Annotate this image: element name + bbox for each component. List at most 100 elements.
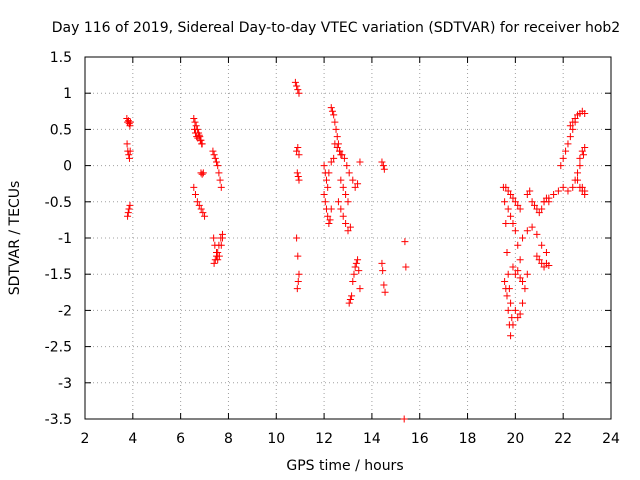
axis-ticks <box>84 56 612 420</box>
data-point <box>196 136 204 144</box>
data-point <box>345 299 353 307</box>
data-point <box>322 176 330 184</box>
data-point <box>557 162 565 170</box>
data-point <box>511 227 519 235</box>
data-point <box>124 209 132 217</box>
data-point <box>325 220 333 228</box>
x-tick-label: 6 <box>176 431 185 447</box>
data-point <box>214 248 222 256</box>
data-point <box>293 82 301 90</box>
data-point <box>505 321 513 329</box>
x-tick-label: 24 <box>602 431 620 447</box>
data-point <box>511 198 519 206</box>
y-tick-label: -1.5 <box>45 267 72 283</box>
data-point <box>533 230 541 238</box>
x-tick-label: 8 <box>224 431 233 447</box>
data-point <box>333 133 341 141</box>
data-point <box>126 118 134 126</box>
data-point <box>123 140 131 148</box>
data-point <box>293 234 301 242</box>
data-point <box>504 270 512 278</box>
data-point <box>210 259 218 267</box>
plot-frame <box>84 56 612 420</box>
data-point <box>542 248 550 256</box>
data-point <box>571 176 579 184</box>
data-point <box>218 230 226 238</box>
data-point <box>345 169 353 177</box>
data-point <box>504 205 512 213</box>
data-point <box>340 154 348 162</box>
data-point <box>126 147 134 155</box>
data-point <box>354 256 362 264</box>
data-point <box>576 154 584 162</box>
data-point <box>514 314 522 322</box>
data-point <box>566 133 574 141</box>
data-point <box>545 194 553 202</box>
data-point <box>523 191 531 199</box>
data-point <box>502 183 510 191</box>
data-point <box>521 285 529 293</box>
data-point <box>533 252 541 260</box>
x-tick-label: 14 <box>363 431 381 447</box>
data-point <box>217 183 225 191</box>
data-point <box>581 187 589 195</box>
data-point <box>528 198 536 206</box>
data-point <box>562 147 570 155</box>
data-point <box>580 151 588 159</box>
y-tick-label: -0.5 <box>45 195 72 211</box>
data-point <box>514 241 522 249</box>
data-point <box>336 147 344 155</box>
data-point <box>294 277 302 285</box>
data-point <box>501 277 509 285</box>
data-point <box>295 89 303 97</box>
data-point <box>295 176 303 184</box>
data-point <box>378 259 386 267</box>
data-point <box>559 154 567 162</box>
data-point <box>351 263 359 271</box>
data-point <box>540 263 548 271</box>
data-point <box>293 147 301 155</box>
y-tick-label: -2 <box>58 303 72 319</box>
data-point <box>356 285 364 293</box>
data-point <box>333 144 341 151</box>
x-tick-label: 12 <box>315 431 333 447</box>
y-tick-label: 1.5 <box>50 50 72 66</box>
data-point <box>210 234 218 242</box>
data-point <box>320 191 328 199</box>
data-point <box>293 285 301 293</box>
data-point <box>198 140 206 148</box>
data-point <box>191 125 199 133</box>
data-point <box>530 201 538 209</box>
data-point <box>211 256 219 264</box>
data-point <box>569 125 577 133</box>
data-point <box>554 187 562 195</box>
tick-labels: 2 4 6 8 10 12 14 16 18 20 22 241.510.50-0.5-1-1.5-2… <box>45 50 620 447</box>
data-point <box>294 172 302 180</box>
data-point <box>348 292 356 300</box>
data-point <box>350 270 358 278</box>
data-point <box>328 107 336 115</box>
data-point <box>191 118 199 126</box>
data-point <box>294 86 302 94</box>
data-point <box>191 129 199 137</box>
data-point <box>511 270 519 278</box>
data-point <box>215 169 223 177</box>
data-point <box>569 183 577 191</box>
data-point <box>519 234 527 242</box>
data-point <box>294 252 302 260</box>
x-tick-label: 20 <box>506 431 524 447</box>
data-point <box>344 198 352 206</box>
data-point <box>214 162 222 170</box>
data-point <box>331 140 339 148</box>
data-point <box>550 191 558 199</box>
data-point <box>535 209 543 217</box>
data-point <box>195 201 203 209</box>
x-tick-label: 16 <box>411 431 429 447</box>
data-point <box>213 252 220 260</box>
data-point <box>540 198 548 206</box>
x-tick-label: 10 <box>267 431 285 447</box>
data-point <box>337 205 345 213</box>
data-point <box>199 169 207 177</box>
data-point <box>334 198 342 206</box>
data-point <box>199 209 207 217</box>
